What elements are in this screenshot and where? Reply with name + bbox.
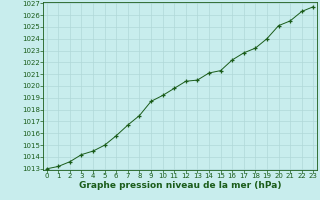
X-axis label: Graphe pression niveau de la mer (hPa): Graphe pression niveau de la mer (hPa) — [79, 181, 281, 190]
